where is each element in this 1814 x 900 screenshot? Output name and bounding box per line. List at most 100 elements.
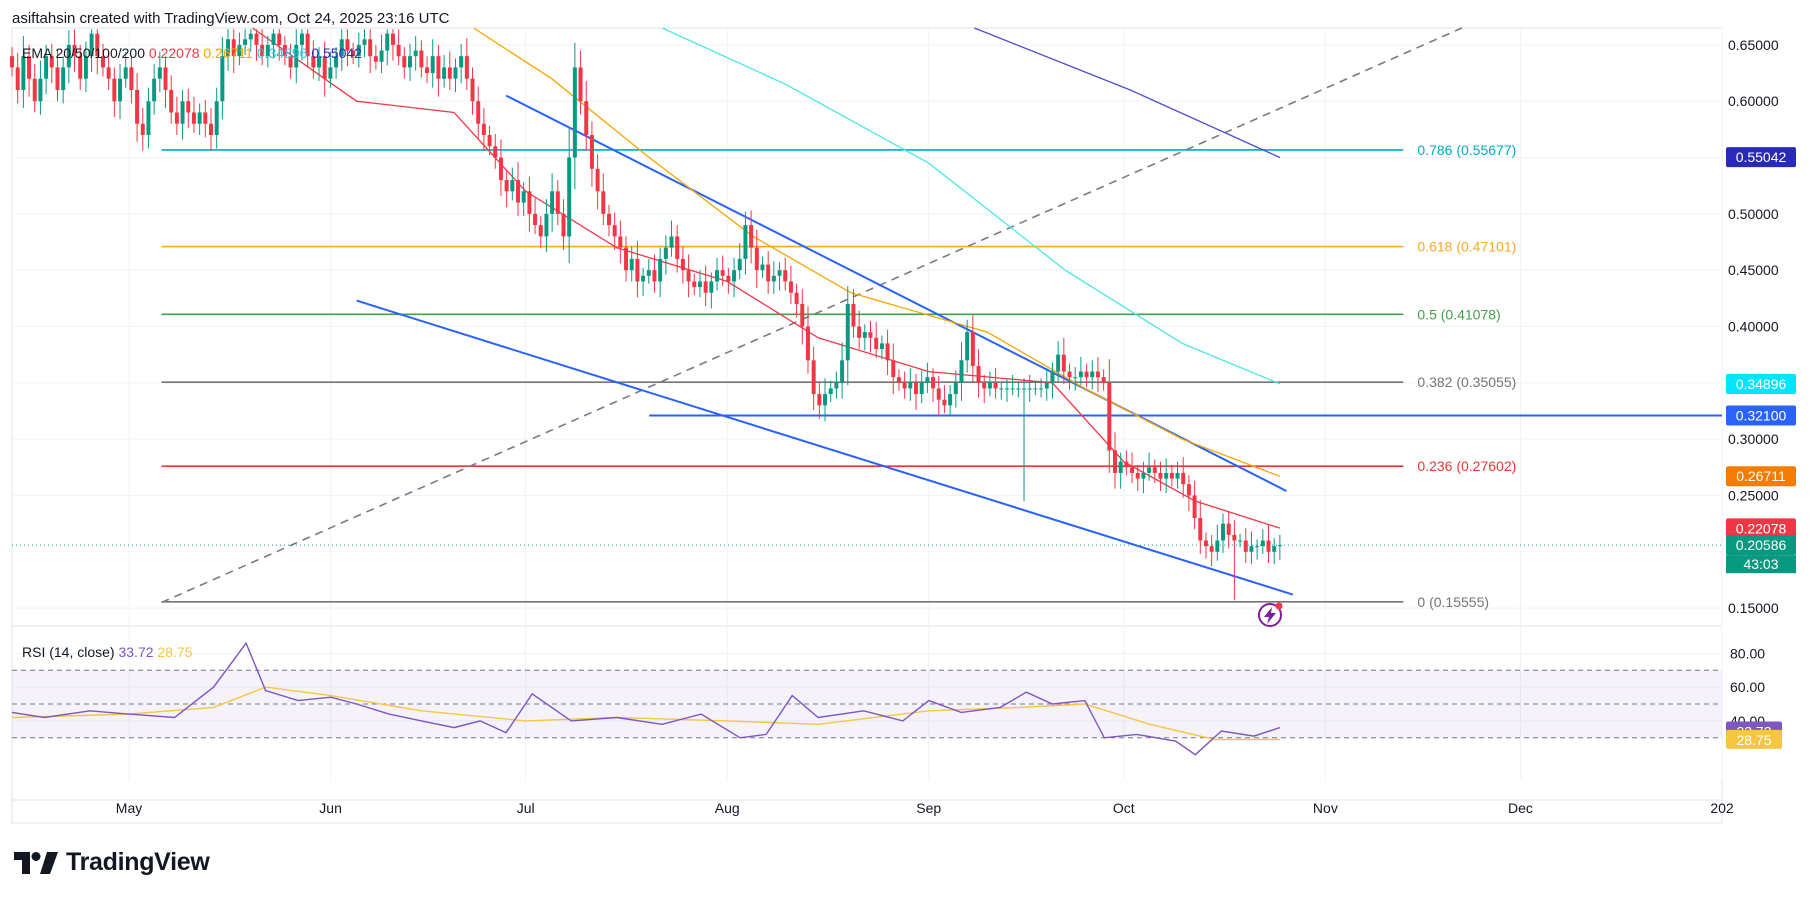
candle-body bbox=[629, 258, 634, 271]
candle-body bbox=[1249, 546, 1254, 552]
candle-body bbox=[260, 44, 265, 57]
candle-body bbox=[857, 326, 862, 338]
candle-body bbox=[572, 67, 577, 158]
candle-body bbox=[1260, 540, 1265, 547]
candle-body bbox=[987, 382, 992, 389]
candle-body bbox=[1192, 495, 1197, 518]
candle-body bbox=[49, 56, 54, 68]
candle-body bbox=[777, 270, 782, 276]
y-tick-label: 0.25000 bbox=[1728, 487, 1779, 503]
chart-credit: asiftahsin created with TradingView.com,… bbox=[12, 10, 450, 27]
price-tag-label: 0.20586 bbox=[1736, 537, 1787, 553]
candle-body bbox=[1158, 472, 1163, 479]
rsi-legend-part: RSI (14, close) bbox=[22, 644, 118, 660]
candle-body bbox=[368, 39, 373, 57]
candle-body bbox=[1272, 546, 1277, 552]
candle-body bbox=[271, 33, 276, 45]
x-tick-label: Aug bbox=[715, 800, 740, 816]
candle-body bbox=[265, 44, 270, 57]
candle-body bbox=[277, 33, 282, 45]
candle-body bbox=[1181, 472, 1186, 485]
ema-line-ema20 bbox=[252, 27, 1281, 529]
candle-body bbox=[95, 33, 100, 57]
candle-body bbox=[1039, 388, 1044, 390]
ema-line-ema200 bbox=[974, 27, 1281, 159]
candle-body bbox=[538, 225, 543, 237]
brand-name: TradingView bbox=[66, 848, 210, 876]
candle-body bbox=[845, 303, 850, 361]
candle-body bbox=[339, 39, 344, 57]
channel-line-lower bbox=[356, 299, 1294, 596]
candle-body bbox=[993, 382, 998, 389]
candle-body bbox=[464, 56, 469, 79]
candle-body bbox=[220, 56, 225, 102]
candle-body bbox=[226, 39, 231, 57]
candle-body bbox=[794, 292, 799, 304]
price-tag-label: 0.32100 bbox=[1736, 407, 1787, 423]
x-tick-label: Dec bbox=[1508, 800, 1533, 816]
candle-body bbox=[919, 382, 924, 395]
candle-body bbox=[493, 146, 498, 158]
tv-logo-icon bbox=[14, 851, 58, 874]
candle-body bbox=[243, 39, 248, 45]
candle-body bbox=[1033, 388, 1038, 390]
candle-body bbox=[396, 44, 401, 57]
candle-body bbox=[942, 399, 947, 406]
candle-body bbox=[999, 388, 1004, 390]
candle-body bbox=[1061, 354, 1066, 372]
ema-legend-value: 0.22078 bbox=[149, 45, 204, 61]
fib-level-label: 0.382 (0.35055) bbox=[1417, 374, 1516, 390]
candle-body bbox=[32, 78, 37, 102]
candle-body bbox=[294, 44, 299, 68]
candle-body bbox=[504, 180, 509, 192]
candle-body bbox=[282, 44, 287, 57]
candle-body bbox=[402, 56, 407, 68]
fib-level-label: 0.618 (0.47101) bbox=[1417, 239, 1516, 255]
candle-body bbox=[1164, 472, 1169, 479]
candle-body bbox=[879, 343, 884, 350]
axes: 0.650000.600000.550000.500000.450000.400… bbox=[116, 37, 1779, 816]
candle-body bbox=[737, 258, 742, 271]
candlesticks bbox=[10, 29, 1282, 601]
candle-body bbox=[510, 180, 515, 192]
price-tag bbox=[1726, 518, 1796, 539]
candle-body bbox=[1209, 546, 1214, 552]
candle-body bbox=[72, 44, 77, 57]
candle-body bbox=[27, 56, 32, 79]
candle-body bbox=[123, 67, 128, 79]
candle-body bbox=[209, 123, 213, 136]
candle-body bbox=[425, 67, 430, 74]
x-tick-label: 202 bbox=[1710, 800, 1734, 816]
candle-body bbox=[1107, 382, 1112, 451]
candle-body bbox=[601, 191, 606, 214]
candle-body bbox=[641, 275, 646, 282]
rsi-pane bbox=[11, 641, 1722, 756]
rsi-legend: RSI (14, close) 33.72 28.75 bbox=[22, 644, 193, 660]
candle-body bbox=[1101, 377, 1106, 383]
candle-body bbox=[1203, 540, 1208, 547]
candle-body bbox=[61, 67, 66, 90]
candle-body bbox=[936, 388, 941, 400]
candle-body bbox=[834, 382, 839, 389]
candle-body bbox=[618, 236, 623, 248]
candle-body bbox=[800, 303, 805, 327]
countdown-label: 43:03 bbox=[1743, 556, 1778, 572]
candle-body bbox=[407, 56, 412, 68]
candle-body bbox=[89, 33, 94, 57]
candle-body bbox=[1232, 534, 1237, 541]
candle-body bbox=[692, 281, 697, 288]
candle-body bbox=[1056, 354, 1061, 372]
candle-body bbox=[1044, 382, 1049, 389]
candle-body bbox=[1124, 461, 1129, 468]
candle-body bbox=[15, 67, 20, 90]
candle-body bbox=[1135, 472, 1140, 479]
candle-body bbox=[203, 112, 208, 124]
lightning-icon[interactable] bbox=[1258, 602, 1283, 627]
candle-body bbox=[965, 332, 970, 361]
candle-body bbox=[578, 67, 583, 102]
x-tick-label: Nov bbox=[1313, 800, 1338, 816]
candle-body bbox=[1226, 523, 1231, 535]
candle-body bbox=[174, 112, 179, 124]
candle-body bbox=[1147, 467, 1152, 473]
